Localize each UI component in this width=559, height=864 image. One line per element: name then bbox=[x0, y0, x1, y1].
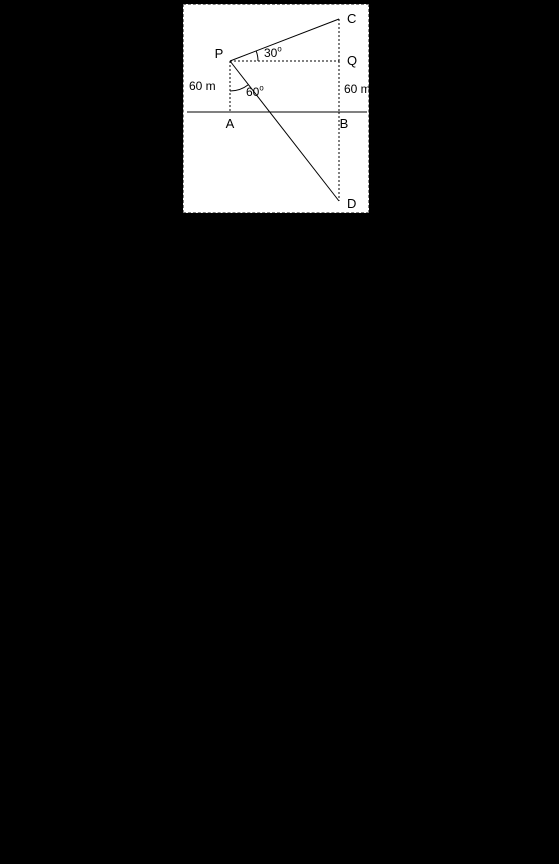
label-left-distance: 60 m bbox=[189, 79, 216, 93]
label-angle-60: 60o bbox=[246, 84, 264, 99]
label-A: A bbox=[226, 116, 235, 131]
label-angle-30: 30o bbox=[264, 45, 282, 60]
label-Q: Q bbox=[347, 53, 357, 68]
label-right-distance: 60 m bbox=[344, 82, 370, 96]
geometry-svg: P Q C A B D 30o 60o 60 m 60 m bbox=[184, 5, 370, 214]
line-PD bbox=[230, 61, 339, 201]
arc-30 bbox=[256, 51, 258, 61]
label-D: D bbox=[347, 196, 356, 211]
label-C: C bbox=[347, 11, 356, 26]
line-PC bbox=[230, 19, 339, 61]
label-P: P bbox=[215, 46, 224, 61]
geometry-figure: P Q C A B D 30o 60o 60 m 60 m bbox=[183, 4, 369, 213]
label-B: B bbox=[340, 116, 349, 131]
